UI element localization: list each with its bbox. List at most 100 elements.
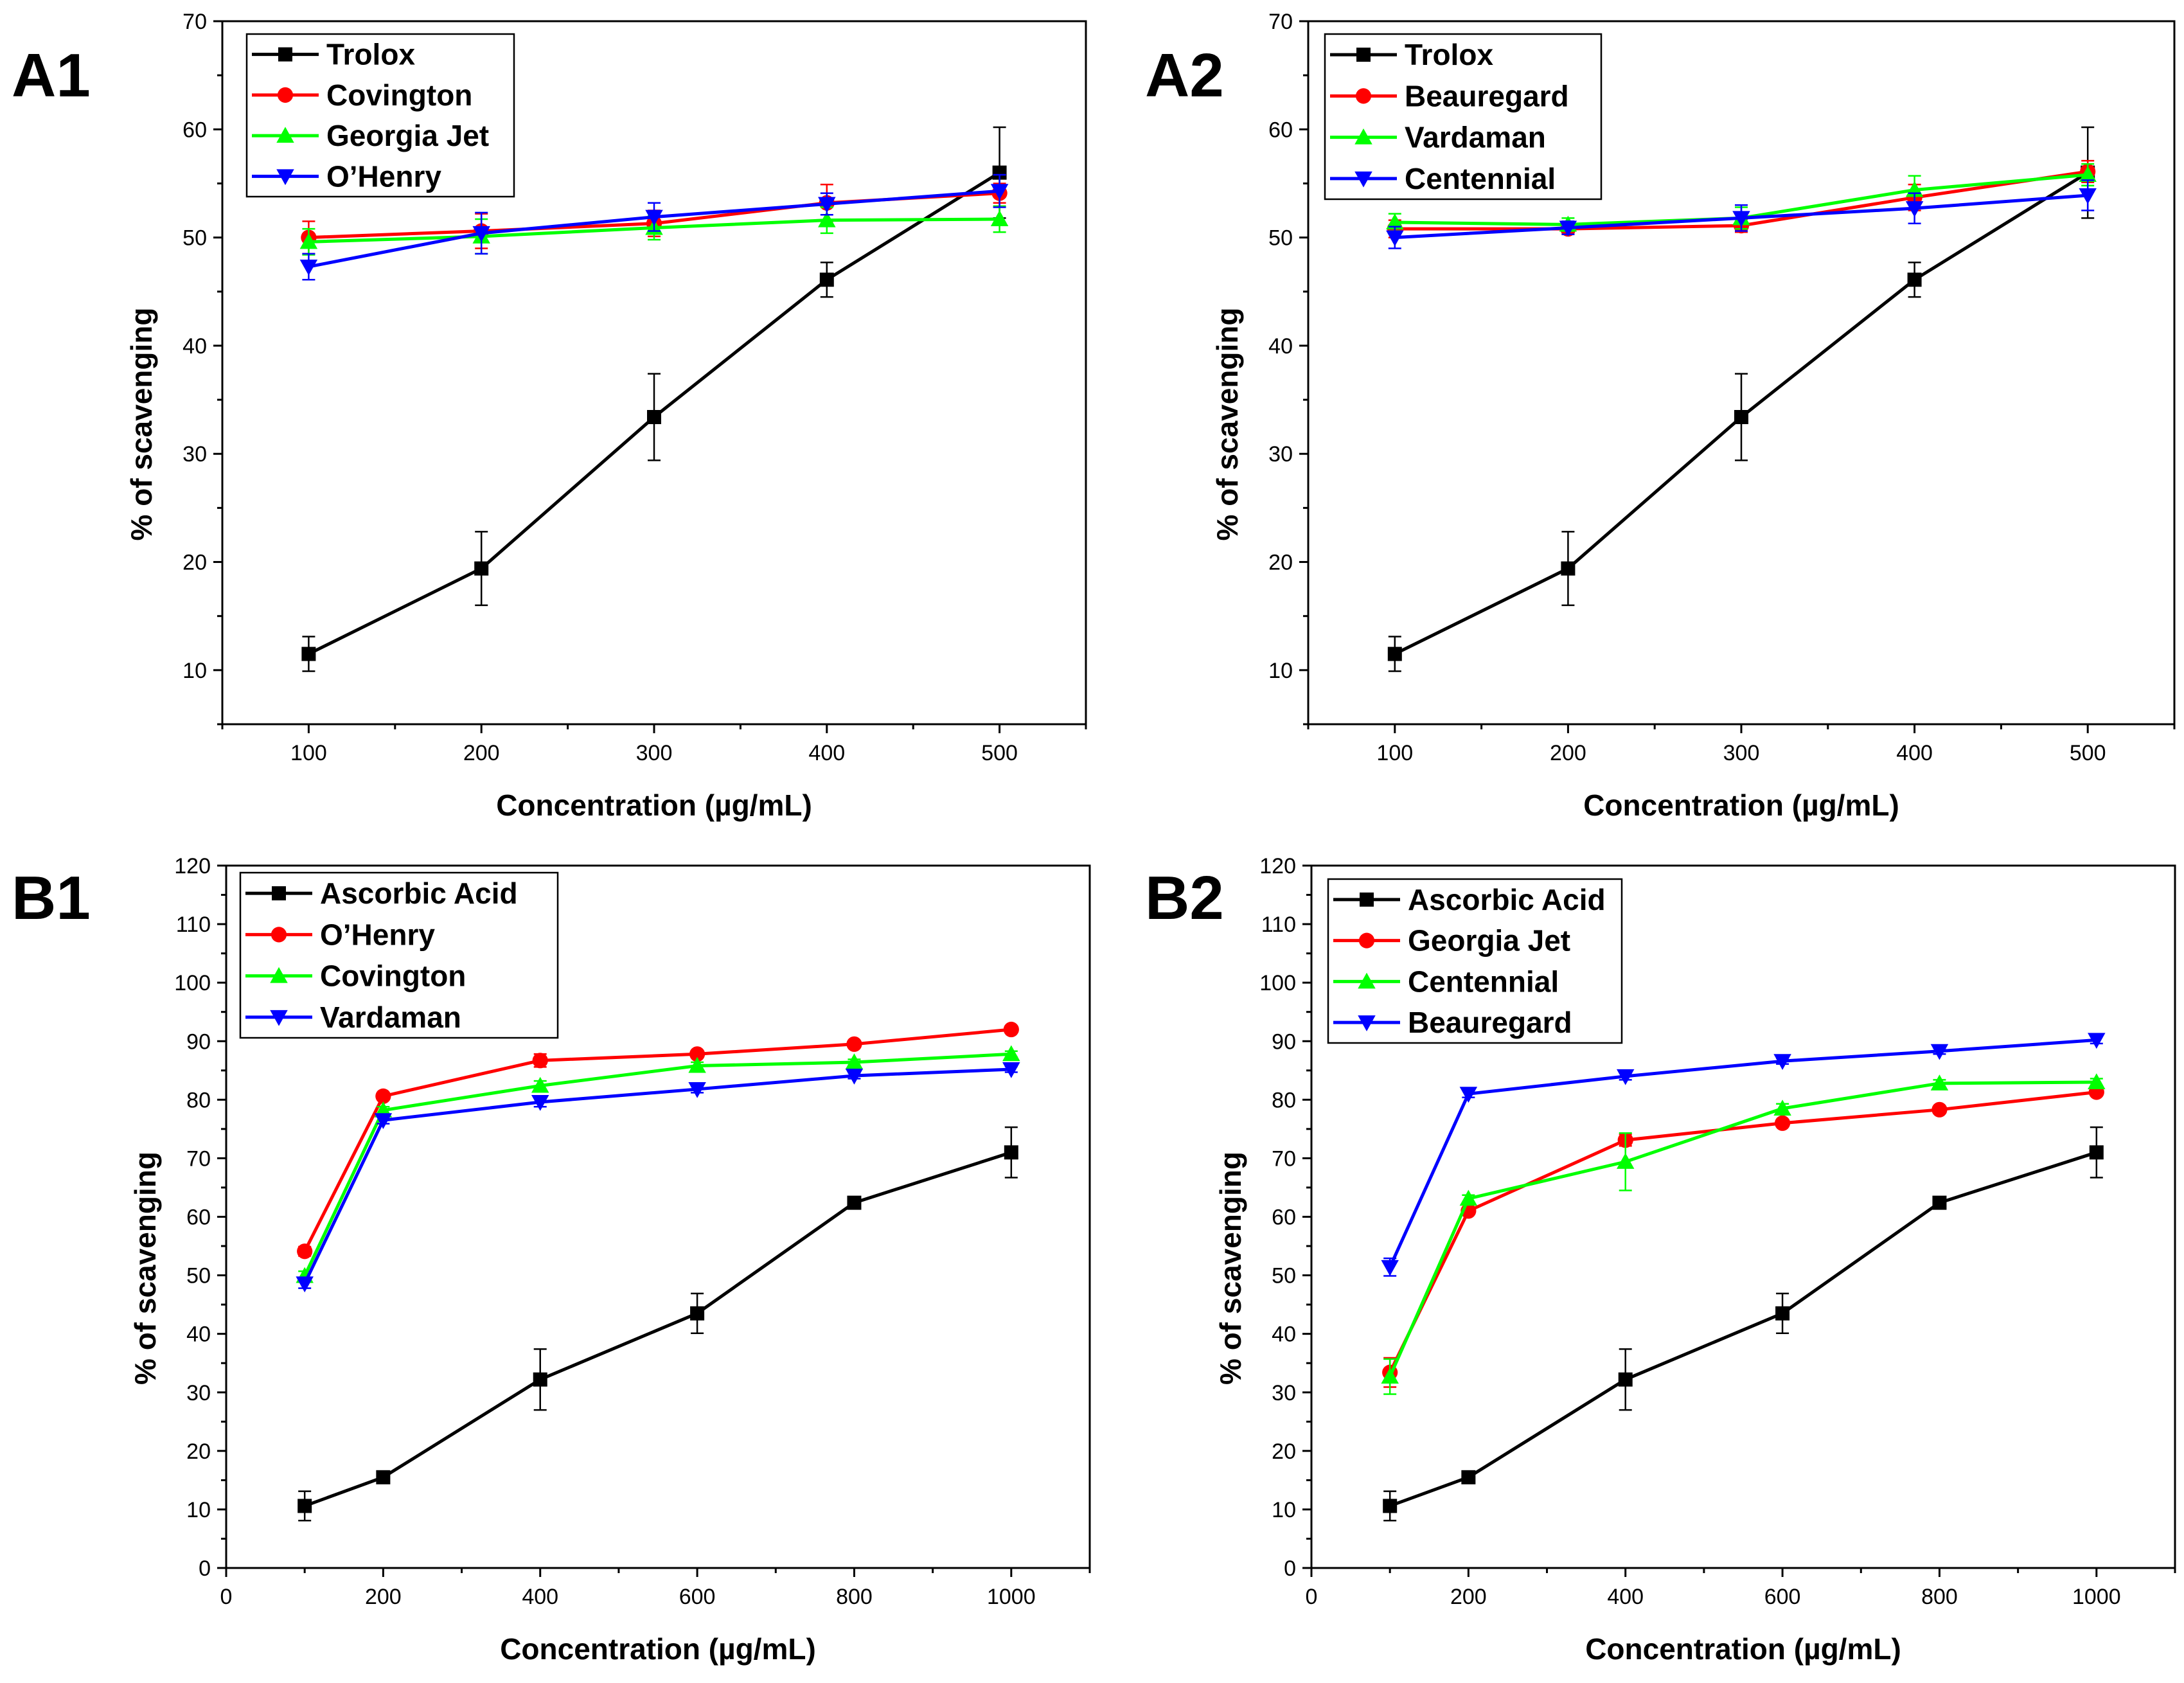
x-tick-label: 800 (1921, 1585, 1958, 1609)
y-tick-label: 70 (186, 1146, 211, 1171)
series-ascorbic-acid (297, 1126, 1018, 1522)
data-point (1002, 1062, 1020, 1078)
data-point (296, 1276, 314, 1293)
y-tick-label: 10 (182, 659, 207, 683)
y-tick-label: 80 (186, 1088, 211, 1112)
legend-entry: Covington (326, 78, 472, 112)
y-axis-title: % of scavenging (125, 308, 158, 541)
legend-swatch-marker (1358, 932, 1375, 948)
data-point (819, 272, 834, 287)
legend-swatch-marker (1358, 1015, 1376, 1031)
series-line (304, 1150, 1012, 1508)
x-tick-label: 200 (1450, 1585, 1487, 1609)
y-tick-label: 40 (186, 1322, 211, 1347)
y-tick-label: 50 (1272, 1264, 1296, 1288)
data-point (2088, 1033, 2106, 1049)
data-point (375, 1088, 391, 1104)
y-tick-label: 50 (182, 226, 207, 251)
x-tick-label: 0 (220, 1585, 233, 1609)
legend-entry: Covington (320, 959, 466, 993)
x-tick-label: 500 (2070, 741, 2106, 765)
series-centennial (1381, 1073, 2106, 1395)
y-tick-label: 60 (1272, 1206, 1296, 1230)
data-point (2088, 1073, 2106, 1090)
data-point (1381, 1260, 1399, 1276)
x-axis-title: Concentration (µg/mL) (1585, 1632, 1901, 1666)
data-point (1930, 1074, 1949, 1091)
y-tick-label: 40 (182, 334, 207, 359)
legend: Trolox Covington Georgia Jet O’Henry (245, 33, 515, 198)
x-tick-label: 800 (836, 1585, 873, 1609)
data-point (376, 1470, 391, 1484)
data-point (845, 1053, 864, 1070)
legend-entry: Ascorbic Acid (1408, 883, 1606, 916)
x-tick-label: 400 (1607, 1585, 1644, 1609)
series-o-henry (299, 174, 1009, 281)
data-point (1002, 1045, 1020, 1062)
data-point (1004, 1145, 1018, 1160)
x-tick-label: 0 (1306, 1585, 1318, 1609)
y-axis-title: % of scavenging (1214, 1152, 1247, 1385)
legend-swatch-marker (1360, 892, 1374, 907)
legend-entry: Centennial (1405, 162, 1556, 195)
y-tick-label: 20 (186, 1439, 211, 1464)
y-tick-label: 40 (1272, 1322, 1296, 1347)
data-point (1907, 272, 1922, 287)
y-tick-label: 60 (182, 118, 207, 142)
data-point (297, 1243, 313, 1260)
y-tick-label: 120 (174, 854, 211, 878)
series-line (1388, 1080, 2097, 1378)
y-tick-label: 70 (1268, 10, 1293, 34)
y-tick-label: 10 (1272, 1498, 1296, 1522)
legend-box (239, 871, 559, 1039)
y-tick-label: 20 (1268, 551, 1293, 575)
x-tick-label: 100 (290, 741, 327, 765)
x-tick-label: 100 (1376, 741, 1413, 765)
legend-entry: Trolox (1405, 38, 1493, 71)
y-tick-label: 30 (186, 1381, 211, 1405)
data-point (301, 646, 316, 661)
x-tick-label: 200 (1550, 741, 1586, 765)
data-point (688, 1082, 706, 1098)
data-point (1732, 211, 1750, 227)
x-tick-label: 200 (365, 1585, 402, 1609)
data-point (1561, 561, 1576, 576)
y-tick-label: 60 (186, 1206, 211, 1230)
data-point (1459, 1189, 1478, 1206)
data-point (1774, 1115, 1791, 1131)
chart-panel-a2: A2 10 20 30 40 50 60 70 100 200 300 400 500 Concentra… (1145, 10, 2176, 822)
data-point (474, 561, 489, 576)
y-axis-title: % of scavenging (1211, 308, 1244, 541)
series-line (303, 1028, 1012, 1252)
series-o-henry (297, 1021, 1019, 1260)
panel-label: A1 (12, 41, 91, 110)
legend-swatch-marker (272, 886, 286, 901)
chart-panel-b1: B1 0 10 20 30 40 50 60 70 80 90 100 110 120 0 200 400 600… (12, 854, 1091, 1666)
legend-swatch-marker (276, 127, 294, 143)
legend-entry: O’Henry (320, 918, 435, 951)
data-point (2079, 166, 2097, 182)
legend-swatch-marker (1356, 48, 1371, 62)
data-point (818, 211, 836, 227)
x-axis-title: Concentration (µg/mL) (496, 788, 812, 822)
series-line (1389, 1150, 2097, 1508)
data-point (1775, 1306, 1790, 1321)
data-point (1386, 213, 1404, 230)
data-point (1386, 230, 1404, 247)
data-point (1773, 1100, 1791, 1116)
data-point (1616, 1069, 1635, 1085)
legend-entry: Trolox (326, 38, 415, 71)
legend-swatch-marker (1358, 972, 1376, 989)
y-tick-label: 30 (182, 442, 207, 467)
legend-entry: Beauregard (1405, 79, 1569, 112)
y-tick-label: 0 (1284, 1556, 1296, 1581)
x-tick-label: 1000 (2072, 1585, 2121, 1609)
panel-label: B2 (1145, 864, 1224, 932)
data-point (1932, 1195, 1947, 1210)
series-vardaman (296, 1062, 1020, 1293)
data-point (1618, 1372, 1633, 1387)
y-tick-label: 30 (1268, 442, 1293, 467)
data-point (1459, 1087, 1478, 1103)
